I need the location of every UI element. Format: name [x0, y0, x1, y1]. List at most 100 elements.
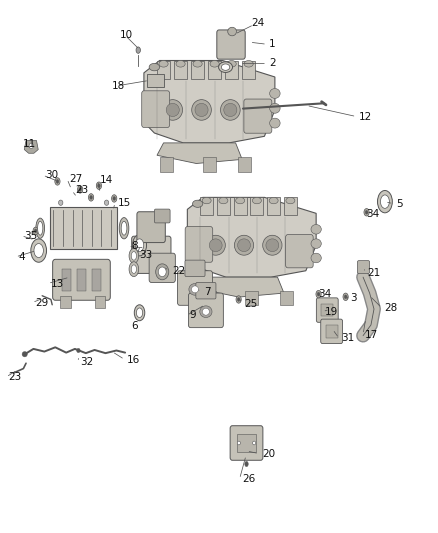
Text: 16: 16 [127, 354, 141, 365]
Ellipse shape [90, 196, 92, 199]
Bar [191, 61, 204, 79]
Bar [325, 325, 338, 338]
Ellipse shape [237, 297, 240, 301]
Ellipse shape [202, 308, 209, 315]
Ellipse shape [129, 248, 139, 263]
Ellipse shape [219, 62, 233, 72]
Ellipse shape [269, 197, 278, 204]
Ellipse shape [38, 221, 43, 235]
FancyBboxPatch shape [316, 298, 338, 322]
Text: 12: 12 [359, 111, 372, 122]
Text: 22: 22 [172, 266, 185, 276]
Text: 1: 1 [269, 39, 276, 49]
Bar [200, 197, 213, 215]
Ellipse shape [29, 143, 33, 149]
Ellipse shape [244, 61, 253, 67]
Text: 27: 27 [70, 174, 83, 184]
Text: 15: 15 [118, 198, 131, 208]
FancyBboxPatch shape [142, 91, 170, 127]
Text: 31: 31 [341, 333, 354, 343]
Bar [62, 269, 71, 290]
Polygon shape [187, 197, 316, 277]
Ellipse shape [77, 349, 80, 353]
Ellipse shape [78, 185, 83, 193]
Text: 20: 20 [262, 449, 275, 458]
Ellipse shape [344, 295, 347, 298]
Bar [234, 197, 247, 215]
Ellipse shape [311, 224, 321, 234]
Ellipse shape [31, 239, 46, 262]
Bar [238, 157, 251, 172]
FancyBboxPatch shape [185, 227, 213, 262]
Ellipse shape [263, 235, 282, 255]
Ellipse shape [209, 239, 222, 252]
Ellipse shape [33, 227, 38, 235]
Text: 33: 33 [140, 250, 153, 260]
Ellipse shape [270, 88, 280, 99]
Ellipse shape [96, 182, 102, 189]
Ellipse shape [311, 253, 321, 263]
Bar [284, 197, 297, 215]
Ellipse shape [286, 197, 295, 204]
Text: 23: 23 [9, 372, 22, 382]
Bar [217, 197, 230, 215]
Text: 19: 19 [325, 306, 338, 317]
Polygon shape [24, 141, 38, 154]
Bar [280, 290, 293, 305]
Ellipse shape [136, 47, 141, 53]
Ellipse shape [365, 211, 368, 214]
Ellipse shape [121, 221, 127, 235]
Bar [50, 207, 117, 249]
Ellipse shape [317, 292, 320, 296]
Ellipse shape [253, 441, 256, 445]
Ellipse shape [119, 217, 129, 239]
Ellipse shape [210, 61, 219, 67]
Ellipse shape [200, 306, 212, 318]
FancyBboxPatch shape [149, 253, 175, 282]
Ellipse shape [195, 103, 208, 117]
Ellipse shape [224, 103, 237, 117]
Ellipse shape [191, 286, 198, 293]
FancyBboxPatch shape [196, 282, 216, 299]
Ellipse shape [192, 200, 203, 207]
Bar [77, 269, 86, 290]
Ellipse shape [155, 264, 169, 280]
Ellipse shape [220, 100, 240, 120]
Bar [267, 197, 280, 215]
Ellipse shape [104, 200, 109, 205]
Ellipse shape [129, 262, 139, 277]
Ellipse shape [236, 197, 245, 204]
Bar [242, 61, 255, 79]
Bar [157, 61, 170, 79]
Text: 34: 34 [318, 289, 332, 299]
Text: 32: 32 [80, 357, 93, 367]
Polygon shape [157, 143, 242, 164]
Text: 29: 29 [35, 297, 48, 308]
Ellipse shape [133, 235, 147, 256]
Ellipse shape [221, 64, 230, 70]
Text: 18: 18 [112, 81, 125, 91]
Ellipse shape [237, 441, 240, 445]
Text: 23: 23 [75, 185, 88, 196]
Ellipse shape [237, 239, 251, 252]
Text: 26: 26 [242, 474, 255, 484]
Ellipse shape [88, 193, 94, 201]
Ellipse shape [381, 195, 389, 208]
Ellipse shape [227, 61, 236, 67]
Ellipse shape [234, 235, 254, 255]
FancyBboxPatch shape [53, 260, 110, 300]
Text: 35: 35 [24, 231, 37, 241]
Ellipse shape [135, 239, 144, 252]
FancyBboxPatch shape [137, 212, 165, 243]
Ellipse shape [202, 197, 211, 204]
Ellipse shape [206, 235, 225, 255]
FancyBboxPatch shape [357, 261, 370, 273]
Ellipse shape [136, 308, 143, 318]
Bar [237, 434, 256, 453]
Ellipse shape [163, 100, 183, 120]
Ellipse shape [56, 180, 59, 183]
Ellipse shape [378, 190, 392, 213]
FancyBboxPatch shape [217, 30, 245, 59]
Ellipse shape [159, 61, 168, 67]
Text: 24: 24 [252, 18, 265, 28]
